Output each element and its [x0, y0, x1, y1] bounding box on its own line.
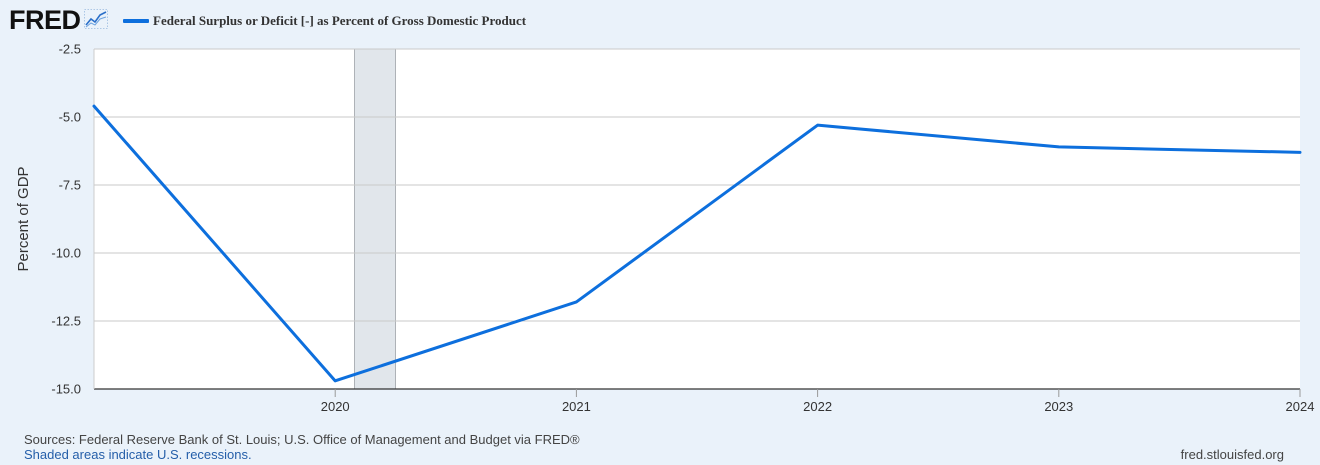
y-tick-label: -7.5	[59, 178, 81, 193]
chart-footer: Sources: Federal Reserve Bank of St. Lou…	[24, 432, 580, 462]
recession-band	[354, 48, 396, 390]
site-url-link[interactable]: fred.stlouisfed.org	[1180, 447, 1284, 462]
x-axis-ticks: 2020 2021 2022 2023 2024	[321, 389, 1315, 414]
y-tick-label: -15.0	[51, 382, 81, 397]
recession-bands	[354, 48, 396, 390]
sources-text: Sources: Federal Reserve Bank of St. Lou…	[24, 432, 580, 447]
legend-swatch	[123, 19, 149, 23]
gridlines	[94, 48, 1300, 390]
y-tick-label: -10.0	[51, 246, 81, 261]
y-tick-label: -12.5	[51, 314, 81, 329]
legend-label: Federal Surplus or Deficit [-] as Percen…	[153, 13, 527, 28]
x-tick-label: 2020	[321, 399, 350, 414]
x-tick-label: 2021	[562, 399, 591, 414]
y-axis-ticks: -2.5 -5.0 -7.5 -10.0 -12.5 -15.0	[51, 42, 81, 397]
plot-area	[94, 49, 1300, 389]
chart-line-icon	[83, 8, 108, 34]
x-tick-label: 2022	[803, 399, 832, 414]
y-tick-label: -5.0	[59, 110, 81, 125]
chart-header: FRED Federal Surplus or Deficit [-] as P…	[0, 0, 1320, 40]
y-axis-title: Percent of GDP	[15, 166, 32, 271]
recession-note-link[interactable]: Shaded areas indicate U.S. recessions.	[24, 447, 252, 462]
series-line[interactable]	[92, 104, 1302, 383]
x-tick-label: 2024	[1286, 399, 1315, 414]
fred-logo-text: FRED	[9, 5, 81, 35]
fred-logo[interactable]: FRED	[9, 5, 108, 35]
series-lines	[92, 104, 1302, 383]
x-tick-label: 2023	[1044, 399, 1073, 414]
y-tick-label: -2.5	[59, 42, 81, 57]
line-chart: -2.5 -5.0 -7.5 -10.0 -12.5 -15.0 2020 2021 2022…	[15, 42, 1315, 415]
chart-legend[interactable]: Federal Surplus or Deficit [-] as Percen…	[123, 13, 526, 29]
